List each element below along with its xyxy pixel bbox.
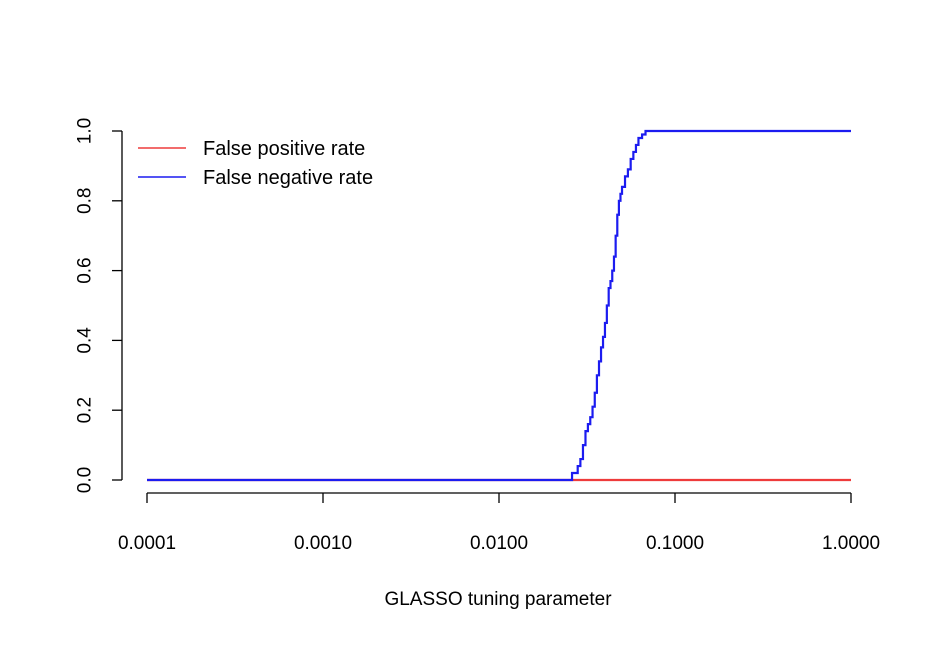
y-tick-label: 0.8 — [75, 188, 96, 214]
x-axis: 0.0001 0.0010 0.0100 0.1000 1.0000 — [118, 492, 880, 554]
x-tick-label: 0.0001 — [118, 533, 176, 554]
x-tick-label: 0.1000 — [646, 533, 704, 554]
legend: False positive rate False negative rate — [138, 138, 373, 189]
series-layer — [147, 129, 851, 482]
y-tick-label: 0.0 — [75, 467, 96, 493]
y-tick-label: 0.4 — [75, 327, 96, 354]
x-tick-label: 0.0100 — [470, 533, 528, 554]
x-tick-label: 1.0000 — [822, 533, 880, 554]
legend-label: False negative rate — [203, 167, 373, 189]
series-line-false-negative-rate — [147, 129, 851, 482]
x-tick-label: 0.0010 — [294, 533, 352, 554]
y-axis: 0.0 0.2 0.4 0.6 0.8 1.0 — [75, 118, 123, 493]
legend-label: False positive rate — [203, 138, 365, 160]
y-tick-label: 1.0 — [75, 118, 96, 144]
y-tick-label: 0.6 — [75, 257, 96, 283]
y-tick-label: 0.2 — [75, 397, 96, 423]
x-axis-title: GLASSO tuning parameter — [384, 589, 612, 610]
